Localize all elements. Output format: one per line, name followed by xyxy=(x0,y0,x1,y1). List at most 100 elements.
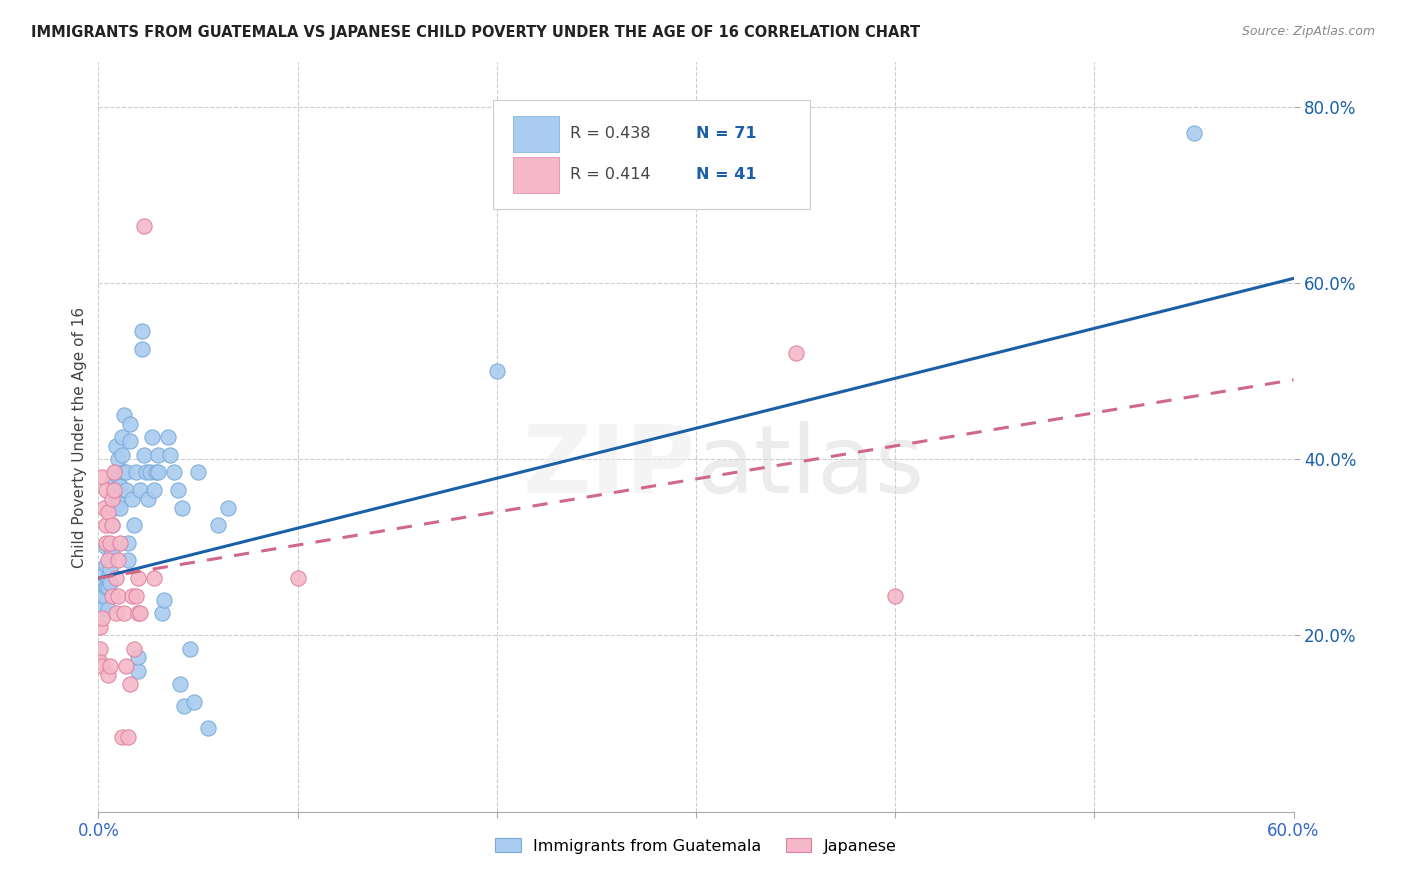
Point xyxy=(148,466,170,480)
Point xyxy=(91,469,114,483)
Point xyxy=(103,500,125,515)
Point xyxy=(135,466,157,480)
Point xyxy=(107,553,129,567)
Point xyxy=(121,589,143,603)
Point xyxy=(101,544,124,558)
Point xyxy=(120,417,142,431)
Y-axis label: Child Poverty Under the Age of 16: Child Poverty Under the Age of 16 xyxy=(72,307,87,567)
FancyBboxPatch shape xyxy=(513,157,558,193)
Point xyxy=(112,607,135,621)
Text: Source: ZipAtlas.com: Source: ZipAtlas.com xyxy=(1241,25,1375,38)
Point xyxy=(107,469,129,483)
Text: IMMIGRANTS FROM GUATEMALA VS JAPANESE CHILD POVERTY UNDER THE AGE OF 16 CORRELAT: IMMIGRANTS FROM GUATEMALA VS JAPANESE CH… xyxy=(31,25,920,40)
Point xyxy=(167,483,190,497)
Point xyxy=(125,466,148,480)
Point xyxy=(98,541,122,555)
Point xyxy=(127,607,149,621)
Point xyxy=(207,518,229,533)
Point xyxy=(93,566,115,581)
Point xyxy=(179,641,201,656)
Point xyxy=(112,408,135,422)
Point xyxy=(150,607,173,621)
Point xyxy=(117,536,139,550)
Point xyxy=(89,655,111,669)
Point xyxy=(97,580,120,594)
Point xyxy=(101,518,124,533)
Point xyxy=(96,536,118,550)
Point xyxy=(120,434,142,449)
Point xyxy=(172,500,194,515)
Point xyxy=(785,346,807,360)
Point xyxy=(115,483,138,497)
Point xyxy=(101,474,124,488)
Text: R = 0.438: R = 0.438 xyxy=(571,126,651,141)
Point xyxy=(1182,126,1205,140)
Point xyxy=(103,483,125,497)
Point xyxy=(159,448,181,462)
Point xyxy=(134,219,156,233)
Text: ZIP: ZIP xyxy=(523,421,696,513)
Point xyxy=(111,448,134,462)
Point xyxy=(89,575,111,590)
Point xyxy=(143,483,166,497)
Point xyxy=(96,580,118,594)
Point xyxy=(287,571,309,585)
Point xyxy=(89,619,111,633)
Point xyxy=(107,589,129,603)
FancyBboxPatch shape xyxy=(494,100,810,209)
Point xyxy=(127,664,149,678)
Point xyxy=(96,483,118,497)
Point xyxy=(183,694,205,708)
Point xyxy=(91,602,114,616)
Point xyxy=(97,505,120,519)
Point xyxy=(110,478,132,492)
Point xyxy=(91,584,114,599)
Point xyxy=(115,659,138,673)
Point xyxy=(97,571,120,585)
Point xyxy=(110,536,132,550)
Point xyxy=(117,730,139,744)
Point xyxy=(111,430,134,444)
Point xyxy=(139,466,162,480)
Point xyxy=(127,650,149,665)
FancyBboxPatch shape xyxy=(513,116,558,152)
Point xyxy=(145,466,167,480)
Text: N = 71: N = 71 xyxy=(696,126,756,141)
Point xyxy=(93,589,115,603)
Text: R = 0.414: R = 0.414 xyxy=(571,168,651,182)
Point xyxy=(98,575,122,590)
Point xyxy=(105,439,128,453)
Point xyxy=(127,571,149,585)
Point xyxy=(134,448,156,462)
Point xyxy=(129,607,152,621)
Point xyxy=(96,558,118,572)
Point xyxy=(117,553,139,567)
Text: N = 41: N = 41 xyxy=(696,168,756,182)
Point xyxy=(101,589,124,603)
Point xyxy=(163,466,186,480)
Point xyxy=(157,430,180,444)
Point xyxy=(103,487,125,501)
Point xyxy=(107,452,129,467)
Point xyxy=(97,668,120,682)
Point xyxy=(131,342,153,356)
Point xyxy=(98,536,122,550)
Point xyxy=(105,466,128,480)
Point xyxy=(101,491,124,506)
Legend: Immigrants from Guatemala, Japanese: Immigrants from Guatemala, Japanese xyxy=(489,831,903,860)
Text: atlas: atlas xyxy=(696,421,924,513)
Point xyxy=(125,589,148,603)
Point xyxy=(143,571,166,585)
Point xyxy=(129,483,152,497)
Point xyxy=(121,491,143,506)
Point xyxy=(91,611,114,625)
Point xyxy=(173,698,195,713)
Point xyxy=(124,641,146,656)
Point xyxy=(98,659,122,673)
Point xyxy=(153,593,176,607)
Point xyxy=(217,500,239,515)
Point xyxy=(141,430,163,444)
Point xyxy=(101,518,124,533)
Point xyxy=(197,721,219,735)
Point xyxy=(148,448,170,462)
